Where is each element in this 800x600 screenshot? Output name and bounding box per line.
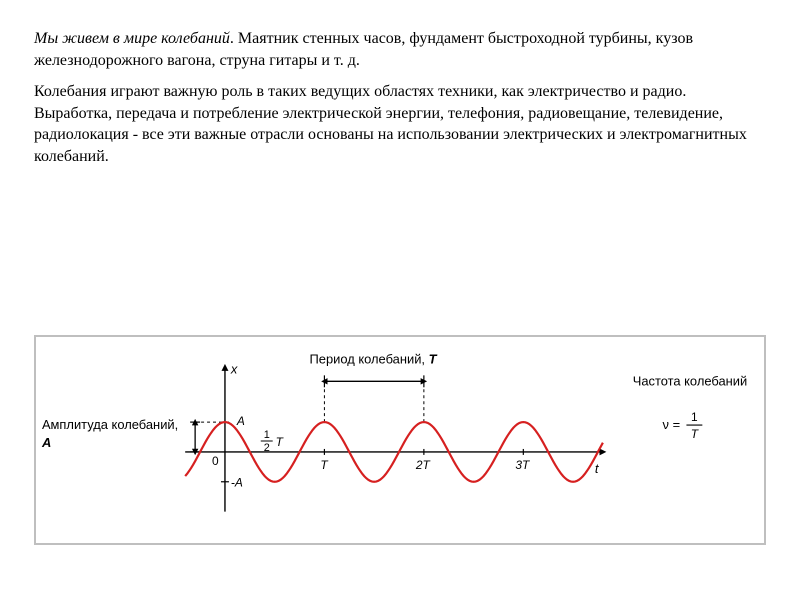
amplitude-label-line2: A: [41, 435, 51, 450]
freq-formula: ν = 1 T: [663, 410, 703, 441]
intro-italic: Мы живем в мире колебаний: [34, 30, 230, 47]
half-T-bot: 2: [264, 442, 270, 454]
y-label-negA: -A: [231, 476, 243, 490]
freq-top: 1: [691, 410, 698, 424]
document-text: Мы живем в мире колебаний. Маятник стенн…: [34, 28, 766, 168]
oscillation-chart: x t A -A 0 T 2T 3T 1 2 T Период колебани…: [34, 335, 766, 545]
y-label-zero: 0: [212, 454, 219, 468]
period-label: Период колебаний, T: [309, 351, 437, 366]
x-label-3T: 3T: [515, 458, 530, 472]
axis-label-t: t: [595, 461, 600, 476]
paragraph-2: Колебания играют важную роль в таких вед…: [34, 81, 766, 167]
half-T-top: 1: [264, 429, 270, 441]
axis-label-y: x: [230, 361, 238, 376]
chart-svg: x t A -A 0 T 2T 3T 1 2 T Период колебани…: [36, 337, 764, 543]
freq-bot: T: [691, 427, 699, 441]
freq-left: ν =: [663, 417, 681, 432]
x-label-2T: 2T: [415, 458, 431, 472]
half-T-suffix: T: [276, 435, 284, 449]
paragraph-1: Мы живем в мире колебаний. Маятник стенн…: [34, 28, 766, 71]
x-label-T: T: [320, 458, 328, 472]
amplitude-label-line1: Амплитуда колебаний,: [42, 417, 178, 432]
freq-title: Частота колебаний: [633, 373, 748, 388]
y-label-A: A: [236, 414, 245, 428]
half-period-fraction: 1 2 T: [261, 429, 284, 454]
